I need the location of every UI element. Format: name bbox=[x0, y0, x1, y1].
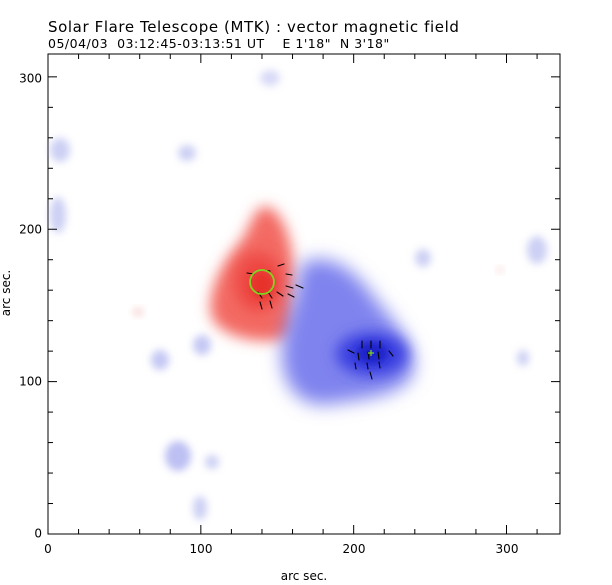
x-tick-label: 200 bbox=[343, 542, 366, 556]
axis-ticks bbox=[47, 54, 560, 535]
y-axis-label: arc sec. bbox=[0, 270, 13, 316]
flare-location-circle bbox=[249, 269, 275, 295]
chart-title: Solar Flare Telescope (MTK) : vector mag… bbox=[48, 18, 460, 36]
y-tick-label: 0 bbox=[34, 527, 42, 541]
x-tick-label: 100 bbox=[190, 542, 213, 556]
background-noise bbox=[50, 70, 547, 520]
x-tick-label: 300 bbox=[496, 542, 519, 556]
y-tick-label: 200 bbox=[19, 223, 42, 237]
x-tick-label: 0 bbox=[44, 542, 52, 556]
chart-subtitle: 05/04/03 03:12:45-03:13:51 UT E 1'18" N … bbox=[48, 36, 390, 51]
y-tick-label: 100 bbox=[19, 375, 42, 389]
x-axis-label: arc sec. bbox=[281, 569, 327, 583]
centroid-cross-marker bbox=[368, 350, 374, 356]
y-tick-label: 300 bbox=[19, 72, 42, 86]
